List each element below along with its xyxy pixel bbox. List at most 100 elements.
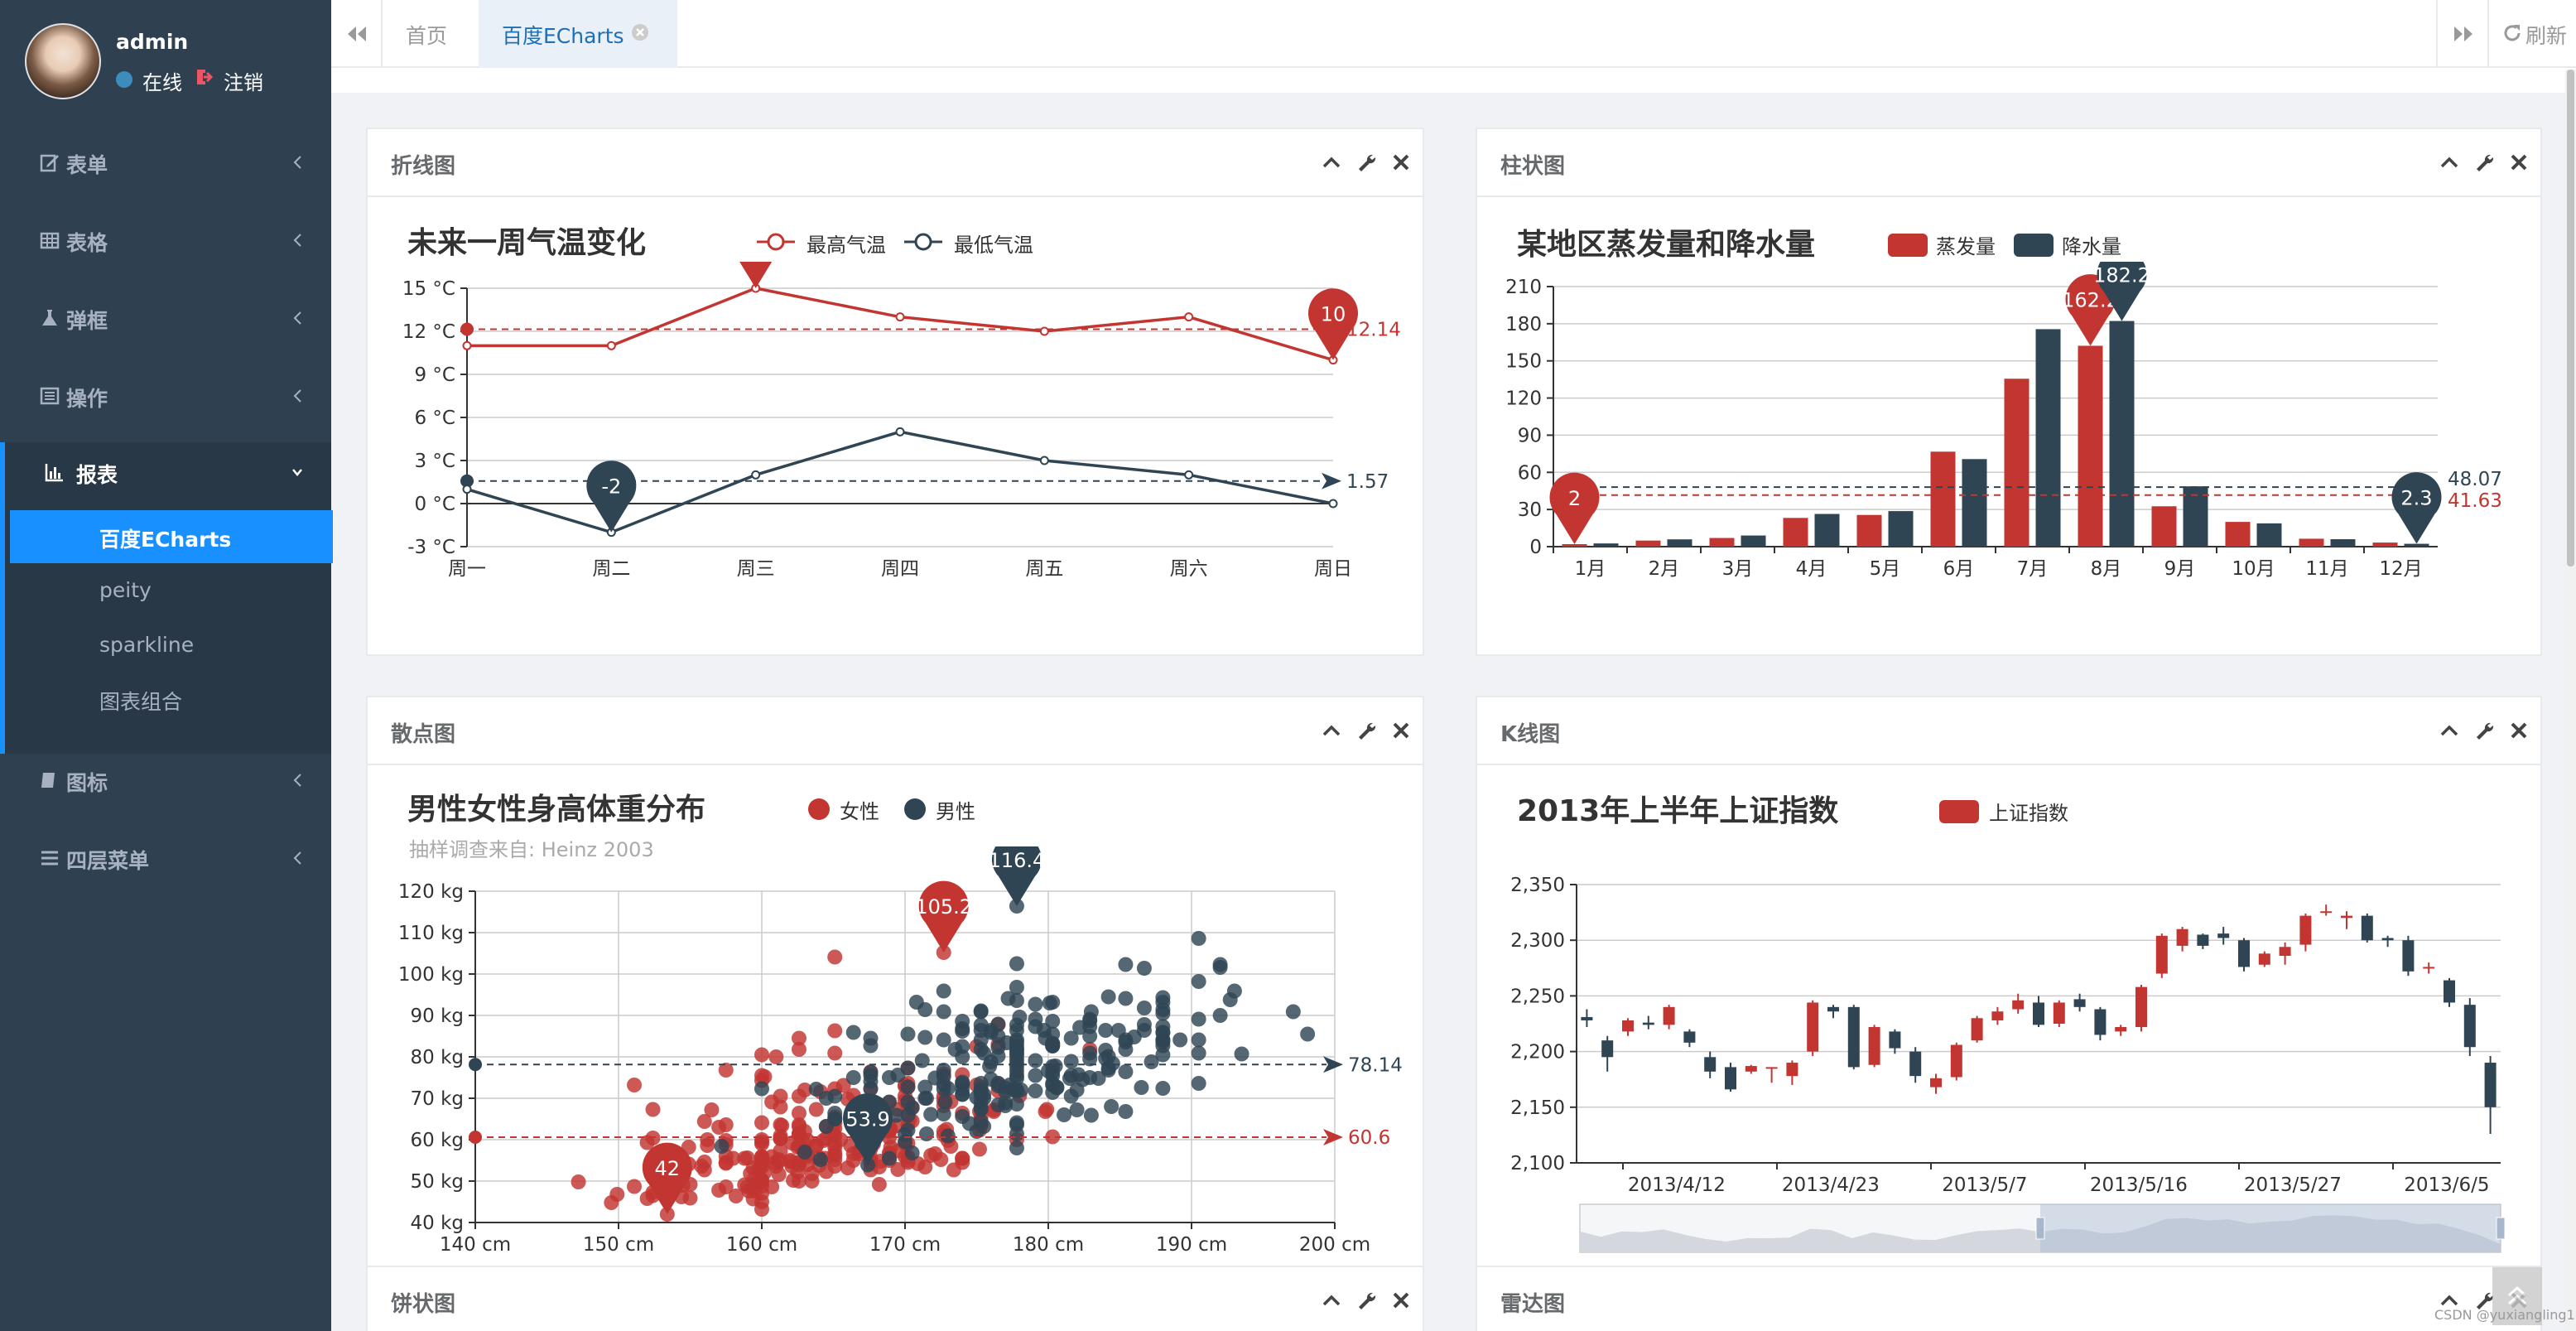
avatar[interactable] [25, 23, 101, 99]
panel-line-chart: 折线图 未来一周气温变化 最高气温 最低气温 -3 °C 0 °C 3 °C 6 °C… [366, 128, 1424, 656]
x-tick-label: 周日 [1314, 558, 1352, 580]
bar [2151, 506, 2177, 547]
close-icon[interactable] [2509, 721, 2529, 740]
close-icon[interactable] [1391, 721, 1411, 740]
data-point [1328, 499, 1338, 509]
scatter-point [1234, 1046, 1249, 1062]
data-marker-pin: 2.3 [2391, 472, 2442, 544]
legend-item[interactable]: 最高气温 [807, 234, 886, 257]
sidebar-item-four-level-menu[interactable]: 四层菜单 [0, 828, 331, 888]
tab-echarts[interactable]: 百度ECharts [479, 0, 677, 68]
wrench-icon[interactable] [2474, 152, 2494, 172]
data-marker-pin: 15 [739, 262, 773, 288]
datazoom-handle[interactable] [2496, 1217, 2506, 1240]
page-scrollbar[interactable] [2565, 70, 2576, 1331]
sidebar-item-report[interactable]: 报表 [0, 442, 331, 502]
scatter-point [1191, 1032, 1206, 1048]
refresh-button[interactable]: 刷新 [2487, 0, 2576, 68]
x-tick-label: 10月 [2232, 558, 2275, 580]
sidebar-item-dialog[interactable]: 弹框 [0, 288, 331, 348]
legend-swatch [2014, 234, 2054, 257]
datazoom-window[interactable] [2040, 1204, 2501, 1252]
legend-item[interactable]: 女性 [840, 800, 879, 823]
submenu-item-echarts[interactable]: 百度ECharts [10, 510, 333, 563]
scatter-point [946, 1162, 961, 1178]
candle-body [1950, 1044, 1962, 1078]
scatter-point [914, 1053, 930, 1068]
collapse-icon[interactable] [2439, 1290, 2459, 1310]
scatter-point [1009, 1083, 1024, 1097]
scatter-point [808, 1102, 824, 1117]
close-icon[interactable] [2509, 152, 2529, 172]
x-tick-label: 2月 [1649, 558, 1680, 580]
collapse-icon[interactable] [2439, 152, 2459, 172]
scatter-point [1009, 1141, 1024, 1155]
scatter-point [1100, 989, 1116, 1005]
candle-body [2402, 940, 2415, 972]
submenu-item-chart-combo[interactable]: 图表组合 [99, 690, 183, 714]
chart-title: 未来一周气温变化 [407, 226, 647, 260]
legend-item[interactable]: 降水量 [2062, 235, 2121, 258]
marker-pin-shape [991, 846, 1042, 906]
sidebar-item-operation[interactable]: 操作 [0, 366, 331, 426]
scatter-point [936, 983, 951, 999]
data-marker-pin: 116.4 [989, 846, 1045, 906]
data-marker-pin: 42 [642, 1142, 692, 1214]
tab-scroll-right-button[interactable] [2436, 0, 2487, 68]
bar [2330, 539, 2356, 547]
average-line-label: 78.14 [1348, 1054, 1403, 1076]
scatter-point [1226, 983, 1242, 999]
scatter-point [1028, 1011, 1043, 1027]
candle-body [1909, 1051, 1922, 1077]
x-tick-label: 170 cm [869, 1234, 941, 1256]
legend-item[interactable]: 最低气温 [954, 234, 1033, 257]
scatter-point [923, 1107, 939, 1122]
scatter-point [917, 1079, 933, 1095]
scatter-point [955, 1039, 970, 1054]
collapse-icon[interactable] [1322, 152, 1341, 172]
datazoom-handle[interactable] [2035, 1217, 2045, 1240]
data-marker-pin: -2 [586, 461, 637, 533]
scatter-point [1028, 1068, 1043, 1083]
legend-item[interactable]: 上证指数 [1989, 802, 2068, 825]
bar [2078, 345, 2103, 547]
y-tick-label: 2,250 [1510, 986, 1565, 1007]
logout-link[interactable]: 注销 [224, 71, 263, 94]
data-point [1039, 326, 1049, 336]
close-tab-icon[interactable] [631, 23, 649, 41]
wrench-icon[interactable] [1356, 1290, 1376, 1310]
collapse-icon[interactable] [1322, 1290, 1341, 1310]
sidebar-item-icons[interactable]: 图标 [0, 750, 331, 810]
scatter-point [773, 1088, 788, 1104]
legend-item[interactable]: 男性 [936, 800, 975, 823]
x-tick-label: 周一 [448, 558, 486, 580]
scatter-point [827, 1045, 843, 1061]
tab-scroll-left-button[interactable] [331, 0, 383, 68]
wrench-icon[interactable] [1356, 721, 1376, 740]
submenu-item-peity[interactable]: peity [99, 578, 152, 602]
bar [1930, 451, 1956, 547]
tab-home[interactable]: 首页 [406, 24, 448, 48]
scatter-point [718, 1155, 734, 1170]
x-tick-label: 190 cm [1156, 1234, 1227, 1256]
scatter-point [754, 1081, 769, 1097]
candle-body [2073, 999, 2086, 1007]
wrench-icon[interactable] [2474, 1290, 2494, 1310]
wrench-icon[interactable] [2474, 721, 2494, 740]
legend-swatch [1939, 800, 1979, 823]
close-icon[interactable] [1391, 1290, 1411, 1310]
wrench-icon[interactable] [1356, 152, 1376, 172]
sidebar-item-table[interactable]: 表格 [0, 210, 331, 270]
legend-item[interactable]: 蒸发量 [1936, 235, 1996, 258]
scatter-point [908, 995, 924, 1010]
sidebar-item-form[interactable]: 表单 [0, 133, 331, 192]
scatter-point [754, 1132, 769, 1147]
average-line-label: 1.57 [1346, 471, 1389, 493]
submenu-item-sparkline[interactable]: sparkline [99, 633, 195, 657]
back-to-top-button[interactable] [2492, 1267, 2542, 1325]
scatter-point [1028, 1053, 1043, 1068]
collapse-icon[interactable] [2439, 721, 2459, 740]
sidebar-item-label: 弹框 [66, 309, 108, 333]
close-icon[interactable] [1391, 152, 1411, 172]
collapse-icon[interactable] [1322, 721, 1341, 740]
